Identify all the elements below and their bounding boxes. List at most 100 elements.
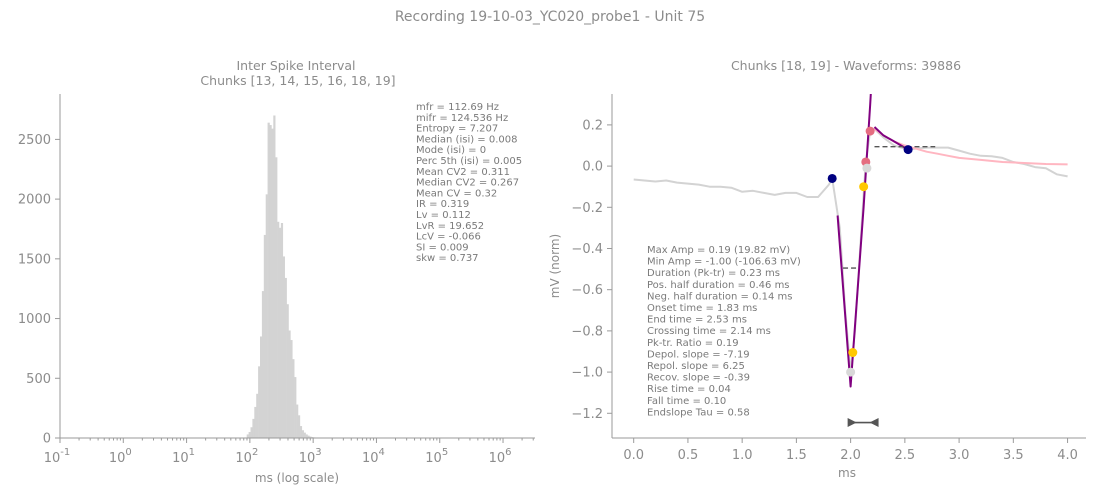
waveform-x-tick-label: 1.5: [786, 448, 807, 463]
isi-x-tick-label: 10-1: [44, 447, 71, 466]
isi-bar: [265, 194, 268, 438]
isi-stat-line: Perc 5th (isi) = 0.005: [416, 156, 522, 167]
waveform-stat-line: Pos. half duration = 0.46 ms: [647, 280, 790, 291]
isi-stat-line: Median (isi) = 0.008: [416, 134, 517, 145]
isi-stat-line: Mean CV = 0.32: [416, 188, 497, 199]
waveform-panel: Chunks [18, 19] - Waveforms: 39886 0.20.…: [548, 58, 1086, 480]
waveform-stat-line: Pk-tr. Ratio = 0.19: [647, 338, 739, 349]
waveform-y-label: mV (norm): [548, 234, 562, 298]
waveform-x-tick-label: 3.0: [949, 448, 970, 463]
isi-panel: Inter Spike Interval Chunks [13, 14, 15,…: [18, 58, 535, 485]
isi-x-tick-exponent: 3: [315, 447, 321, 458]
waveform-x-tick-label: 2.5: [895, 448, 916, 463]
waveform-x-tick-label: 3.5: [1003, 448, 1024, 463]
isi-stat-line: LvR = 19.652: [416, 221, 484, 232]
isi-y-tick-label: 500: [26, 372, 51, 387]
isi-stat-line: Mode (isi) = 0: [416, 145, 486, 156]
waveform-x-tick-label: 1.0: [732, 448, 753, 463]
isi-bar: [246, 434, 249, 438]
isi-stat-line: mfr = 112.69 Hz: [416, 102, 499, 113]
isi-bar: [299, 426, 303, 438]
isi-bars: [246, 115, 316, 439]
waveform-x-label: ms: [838, 466, 856, 480]
isi-y-tick-label: 2500: [18, 133, 51, 148]
isi-bar: [309, 436, 312, 438]
waveform-y-tick-label: −1.2: [571, 407, 603, 422]
waveform-stat-line: Duration (Pk-tr) = 0.23 ms: [647, 268, 780, 279]
isi-bar: [297, 415, 301, 438]
isi-stat-line: Entropy = 7.207: [416, 124, 498, 135]
waveform-point: [848, 348, 858, 358]
duration-marker-arrow-right: [869, 418, 879, 428]
waveform-y-tick-label: −0.6: [571, 283, 603, 298]
isi-title: Inter Spike Interval: [237, 58, 356, 73]
waveform-stat-line: Onset time = 1.83 ms: [647, 303, 757, 314]
isi-x-tick-exponent: 0: [125, 447, 131, 458]
isi-bar: [254, 406, 257, 438]
waveform-y-tick-label: −0.4: [571, 242, 603, 257]
isi-stat-line: skw = 0.737: [416, 253, 479, 264]
isi-x-tick-label: 101: [172, 447, 195, 466]
isi-x-tick-exponent: 4: [379, 447, 385, 458]
waveform-stat-line: Neg. half duration = 0.14 ms: [647, 291, 793, 302]
isi-x-label: ms (log scale): [255, 471, 339, 485]
isi-x-tick-exponent: -1: [60, 447, 70, 458]
isi-bar: [303, 432, 306, 438]
waveform-x-tick-label: 0.5: [678, 448, 699, 463]
isi-bar: [305, 434, 308, 438]
waveform-x-ticks: 0.0 0.5 1.0 1.5 2.0 2.5 3.0 3.5 4.0: [623, 438, 1078, 463]
isi-bar: [275, 157, 278, 439]
waveform-x-tick-label: 0.0: [623, 448, 644, 463]
isi-x-tick-exponent: 5: [442, 447, 448, 458]
waveform-stat-line: End time = 2.53 ms: [647, 315, 747, 326]
waveform-point: [903, 145, 913, 155]
waveform-points: [827, 126, 913, 377]
isi-stat-line: LcV = -0.066: [416, 232, 481, 243]
isi-bar: [277, 221, 280, 438]
waveform-stat-line: Crossing time = 2.14 ms: [647, 326, 771, 337]
isi-bar: [301, 430, 304, 438]
waveform-series-line: [836, 94, 872, 388]
isi-bar: [288, 330, 291, 438]
isi-bar: [258, 366, 261, 438]
isi-x-ticks: 10-1 100 101 102 103 104 105 106: [44, 438, 534, 466]
waveform-point: [865, 126, 875, 136]
isi-y-tick-label: 1000: [18, 312, 51, 327]
waveform-stat-line: Fall time = 0.10: [647, 396, 726, 407]
isi-y-tick-label: 1500: [18, 252, 51, 267]
waveform-y-tick-label: −1.0: [571, 366, 603, 381]
isi-stat-line: IR = 0.319: [416, 199, 469, 210]
waveform-y-tick-label: −0.8: [571, 324, 603, 339]
waveform-point: [859, 182, 869, 192]
isi-bar: [256, 393, 259, 438]
isi-stat-line: mifr = 124.536 Hz: [416, 113, 508, 124]
waveform-y-tick-label: −0.2: [571, 201, 603, 216]
isi-bar: [294, 377, 297, 438]
isi-bar: [259, 336, 263, 438]
isi-x-tick-label: 103: [299, 447, 322, 466]
waveform-stats-box: Max Amp = 0.19 (19.82 mV)Min Amp = -1.00…: [647, 245, 801, 418]
isi-x-tick-label: 102: [235, 447, 258, 466]
isi-bar: [250, 427, 253, 438]
waveform-title: Chunks [18, 19] - Waveforms: 39886: [731, 58, 961, 73]
isi-bar: [252, 418, 255, 438]
waveform-stat-line: Repol. slope = 6.25: [647, 361, 745, 372]
waveform-x-tick-label: 2.0: [840, 448, 861, 463]
isi-x-tick-exponent: 6: [505, 447, 511, 458]
isi-bar: [290, 340, 293, 438]
isi-stat-line: Mean CV2 = 0.311: [416, 167, 510, 178]
isi-subtitle: Chunks [13, 14, 15, 16, 18, 19]: [200, 73, 395, 88]
isi-bar: [284, 277, 287, 438]
isi-bar: [280, 223, 284, 438]
waveform-stat-line: Rise time = 0.04: [647, 384, 731, 395]
isi-y-ticks: 0 500 1000 1500 2000 2500: [18, 133, 60, 447]
isi-bar: [278, 227, 282, 438]
isi-x-tick-exponent: 1: [189, 447, 195, 458]
isi-bar: [269, 125, 272, 439]
isi-x-tick-label: 104: [362, 447, 385, 466]
waveform-point: [846, 367, 856, 377]
isi-bar: [267, 122, 270, 439]
isi-bar: [263, 234, 266, 438]
waveform-stat-line: Max Amp = 0.19 (19.82 mV): [647, 245, 790, 256]
